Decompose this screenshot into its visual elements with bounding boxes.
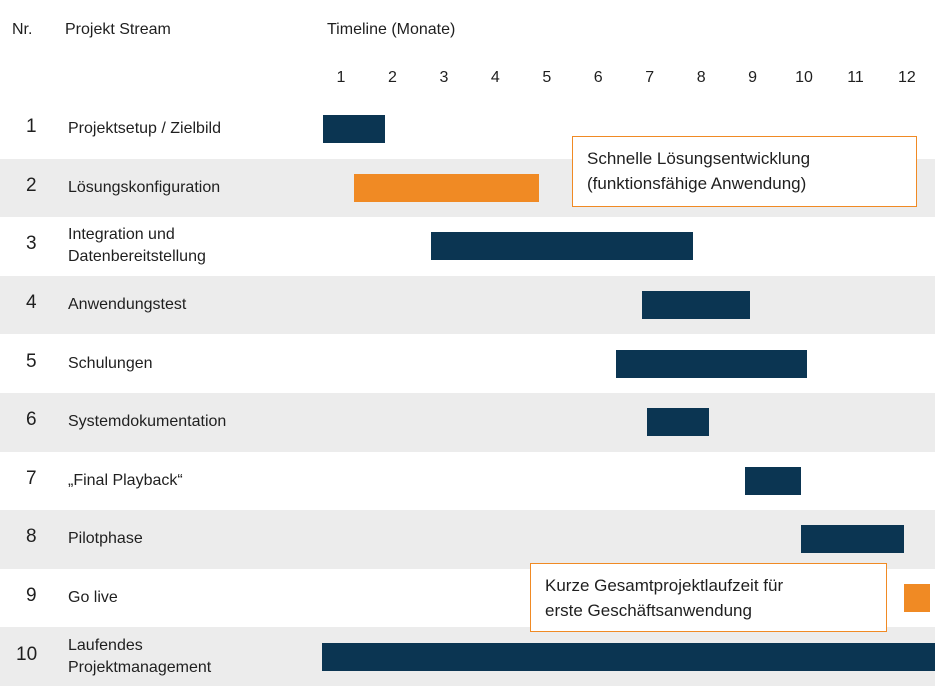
task-row: 10 Laufendes Projektmanagement <box>0 627 935 686</box>
task-nr: 8 <box>26 526 37 548</box>
task-bar <box>904 584 931 613</box>
task-bar <box>616 349 807 378</box>
task-bar <box>322 642 935 671</box>
callout-fast-development: Schnelle Lösungsentwicklung (funktionsfä… <box>572 136 917 207</box>
month-tick-12: 12 <box>898 69 916 86</box>
callout-1-line-1: Schnelle Lösungsentwicklung <box>587 149 811 168</box>
task-row: 4 Anwendungstest <box>0 275 935 335</box>
task-label: „Final Playback“ <box>68 471 183 489</box>
task-bar <box>431 232 694 261</box>
task-label: Go live <box>68 589 118 607</box>
task-nr: 9 <box>26 585 37 607</box>
header-timeline: Timeline (Monate) <box>327 21 456 38</box>
callout-short-runtime: Kurze Gesamtprojektlaufzeit für erste Ge… <box>530 563 887 632</box>
task-nr: 7 <box>26 467 37 489</box>
callout-2-line-1: Kurze Gesamtprojektlaufzeit für <box>545 573 872 598</box>
callout-2-line-2: erste Geschäftsanwendung <box>545 601 752 620</box>
task-bar <box>353 173 540 202</box>
task-nr: 3 <box>26 233 37 255</box>
month-tick-11: 11 <box>847 69 864 86</box>
month-tick-1: 1 <box>336 69 346 86</box>
month-tick-6: 6 <box>593 69 603 86</box>
task-row: 1 Projektsetup / Zielbild <box>0 100 935 159</box>
task-bar <box>801 525 905 554</box>
month-tick-9: 9 <box>748 69 758 86</box>
task-nr: 2 <box>26 174 37 196</box>
task-label: Systemdokumentation <box>68 413 227 431</box>
task-nr: 5 <box>26 350 37 372</box>
month-tick-3: 3 <box>439 69 449 86</box>
task-row: 3 Integration und Datenbereitstellung <box>0 217 935 276</box>
header-stream: Projekt Stream <box>65 21 171 38</box>
task-row: 5 Schulungen <box>0 334 935 393</box>
month-tick-2: 2 <box>387 69 397 86</box>
task-bar <box>744 466 802 495</box>
task-bar <box>323 115 385 144</box>
task-nr: 10 <box>16 643 38 665</box>
task-nr: 1 <box>26 116 37 138</box>
header-nr: Nr. <box>12 21 33 38</box>
task-row: 7 „Final Playback“ <box>0 452 935 511</box>
task-label: Pilotphase <box>68 530 143 548</box>
task-label: Schulungen <box>68 354 153 372</box>
task-bar <box>641 291 751 320</box>
task-bar <box>647 408 709 437</box>
month-tick-4: 4 <box>490 69 500 86</box>
month-tick-8: 8 <box>696 69 706 86</box>
task-row: 6 Systemdokumentation <box>0 393 935 452</box>
task-nr: 4 <box>26 292 37 314</box>
month-tick-5: 5 <box>542 69 552 86</box>
callout-1-line-2: (funktionsfähige Anwendung) <box>587 174 807 193</box>
callout-2-bold: Kurze Gesamtprojektlaufzeit <box>545 576 759 595</box>
callout-2-rest: für <box>758 576 784 595</box>
task-nr: 6 <box>26 409 37 431</box>
task-label: Projektsetup / Zielbild <box>68 120 221 138</box>
task-label: Laufendes Projektmanagement <box>68 636 212 676</box>
task-label: Anwendungstest <box>68 296 187 314</box>
month-tick-10: 10 <box>795 69 813 86</box>
task-label: Integration und Datenbereitstellung <box>68 226 206 266</box>
task-label: Lösungskonfiguration <box>68 178 221 196</box>
task-row: 9 Go live <box>0 569 935 628</box>
month-tick-7: 7 <box>645 69 655 86</box>
task-row: 8 Pilotphase <box>0 510 935 569</box>
